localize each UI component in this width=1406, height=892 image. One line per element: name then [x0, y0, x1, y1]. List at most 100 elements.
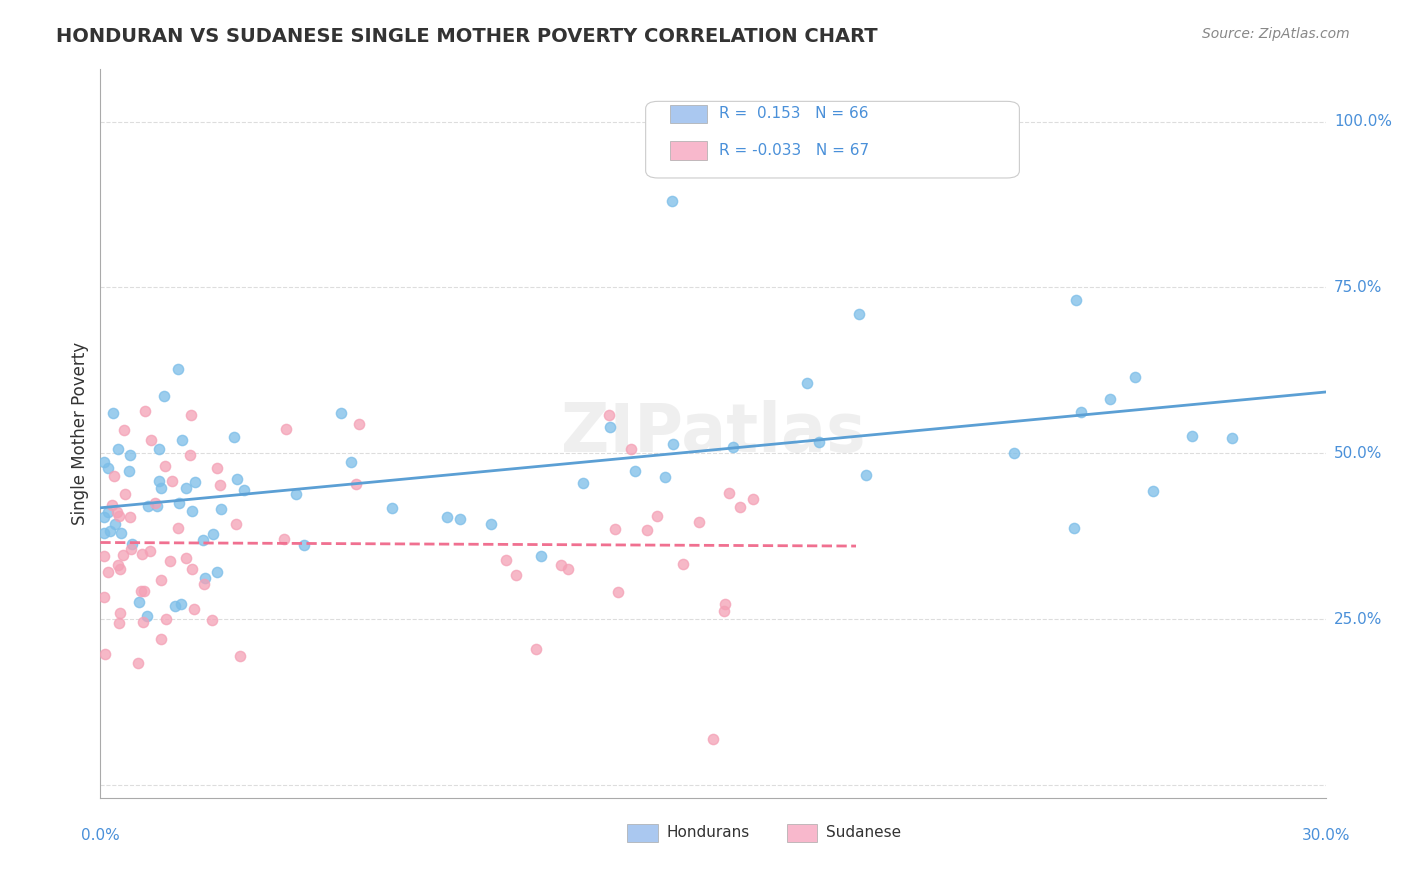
Point [603, 522, 626, 536]
Point [107, 442, 129, 457]
Point [149, 574, 172, 588]
Point [110, 525, 132, 540]
Point [349, 417, 371, 431]
Point [672, 558, 695, 572]
Point [222, 430, 245, 444]
Point [107, 615, 129, 630]
Point [118, 448, 141, 462]
Point [98, 524, 121, 538]
Point [134, 583, 156, 598]
Point [114, 487, 136, 501]
Point [193, 577, 215, 591]
Point [205, 565, 228, 579]
Point [645, 509, 668, 524]
Point [148, 474, 170, 488]
Point [172, 433, 194, 447]
Point [183, 602, 205, 616]
FancyBboxPatch shape [627, 823, 658, 842]
Point [201, 613, 224, 627]
Point [108, 508, 131, 523]
Point [654, 470, 676, 484]
Point [205, 460, 228, 475]
Point [101, 498, 124, 512]
Point [662, 437, 685, 451]
Point [101, 406, 124, 420]
Point [1063, 521, 1085, 535]
Point [150, 632, 173, 647]
Text: HONDURAN VS SUDANESE SINGLE MOTHER POVERTY CORRELATION CHART: HONDURAN VS SUDANESE SINGLE MOTHER POVER… [56, 27, 877, 45]
Point [174, 481, 197, 495]
Point [702, 731, 724, 746]
Y-axis label: Single Mother Poverty: Single Mother Poverty [72, 342, 89, 524]
Point [1142, 483, 1164, 498]
Text: 0.0%: 0.0% [82, 828, 120, 843]
Point [524, 641, 547, 656]
Point [93, 510, 115, 524]
Point [135, 608, 157, 623]
Point [166, 362, 188, 376]
Text: 30.0%: 30.0% [1302, 828, 1350, 843]
Point [229, 649, 252, 664]
Point [661, 194, 683, 209]
Text: R = -0.033   N = 67: R = -0.033 N = 67 [720, 143, 869, 158]
Point [145, 499, 167, 513]
Point [495, 553, 517, 567]
Point [1064, 293, 1087, 307]
Point [194, 571, 217, 585]
Point [557, 562, 579, 576]
Point [153, 389, 176, 403]
Point [107, 558, 129, 573]
Point [103, 469, 125, 483]
Point [155, 612, 177, 626]
Point [714, 598, 737, 612]
Point [128, 595, 150, 609]
Point [179, 448, 201, 462]
Point [112, 423, 135, 437]
FancyBboxPatch shape [671, 105, 707, 123]
Point [571, 475, 593, 490]
Point [274, 422, 297, 436]
Point [209, 501, 232, 516]
Point [139, 433, 162, 447]
Point [344, 476, 367, 491]
Text: Sudanese: Sudanese [825, 825, 901, 840]
Point [530, 549, 553, 564]
Point [741, 492, 763, 507]
Point [93, 647, 115, 661]
Point [93, 549, 115, 563]
Point [449, 512, 471, 526]
Point [180, 562, 202, 576]
Text: Hondurans: Hondurans [666, 825, 749, 840]
Point [165, 599, 187, 613]
Point [129, 584, 152, 599]
Point [97, 505, 120, 519]
Point [436, 510, 458, 524]
FancyBboxPatch shape [786, 823, 817, 842]
Point [598, 408, 620, 422]
Point [104, 517, 127, 532]
Point [120, 542, 142, 557]
Point [284, 487, 307, 501]
Point [273, 532, 295, 546]
Point [108, 562, 131, 576]
Point [688, 515, 710, 529]
Point [294, 538, 316, 552]
Point [713, 604, 735, 618]
Point [723, 441, 745, 455]
Point [134, 403, 156, 417]
Point [1123, 370, 1146, 384]
Point [550, 558, 572, 572]
Point [225, 517, 247, 532]
Text: Source: ZipAtlas.com: Source: ZipAtlas.com [1202, 27, 1350, 41]
Point [131, 615, 153, 630]
Point [149, 482, 172, 496]
Point [607, 585, 630, 599]
Point [855, 467, 877, 482]
Point [1222, 431, 1244, 445]
Point [481, 516, 503, 531]
Point [143, 496, 166, 510]
Point [728, 500, 751, 515]
Point [167, 521, 190, 535]
Point [208, 477, 231, 491]
Point [848, 307, 870, 321]
